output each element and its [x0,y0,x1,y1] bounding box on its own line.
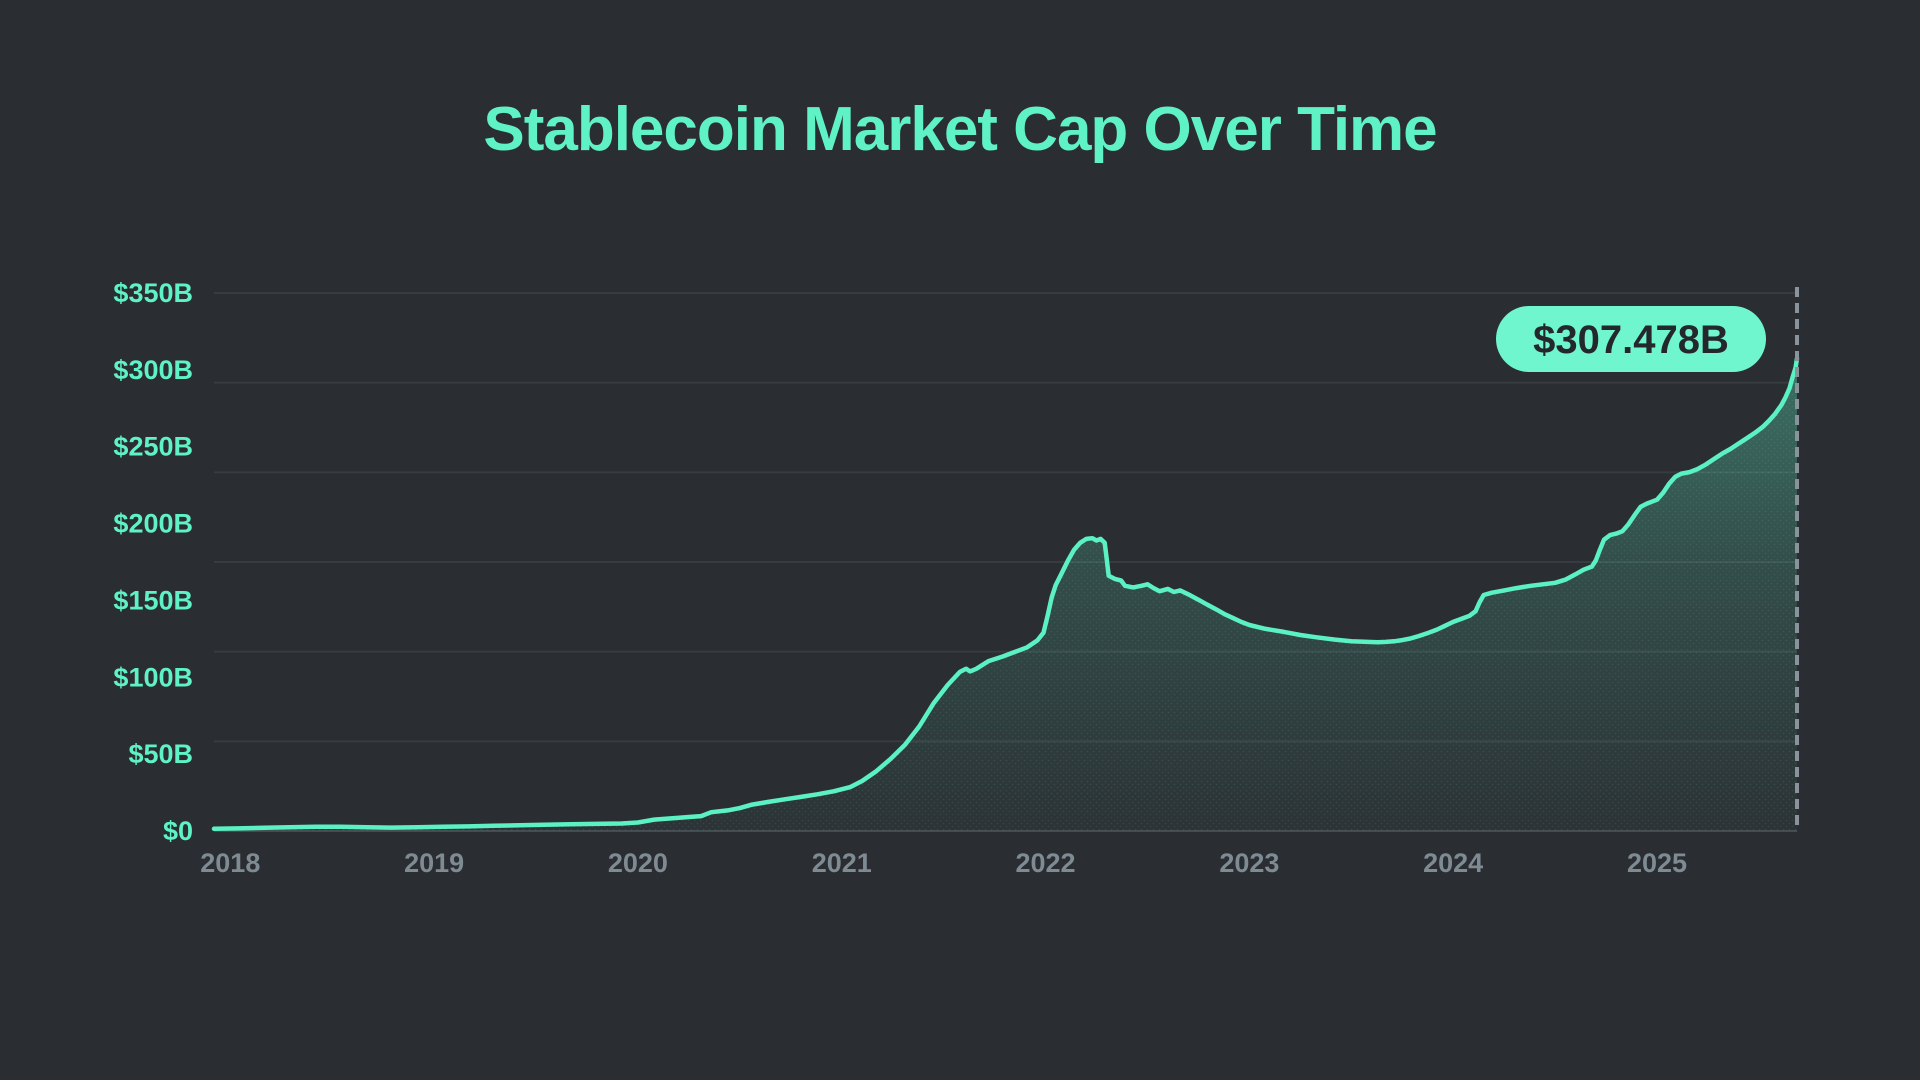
x-tick-label: 2023 [1219,848,1279,878]
current-value-badge-text: $307.478B [1533,318,1729,362]
y-tick-label: $100B [113,662,193,692]
x-tick-label: 2019 [404,848,464,878]
x-tick-label: 2018 [200,848,260,878]
y-tick-label: $350B [113,278,193,308]
chart-title: Stablecoin Market Cap Over Time [483,95,1437,164]
y-tick-label: $150B [113,585,193,615]
y-axis-tick-labels: $350B $300B $250B $200B $150B $100B $50B $0 [113,278,193,846]
y-tick-label: $50B [128,739,193,769]
y-tick-label: $200B [113,509,193,539]
y-tick-label: $0 [163,816,193,846]
x-tick-label: 2022 [1016,848,1076,878]
x-tick-label: 2024 [1423,848,1483,878]
current-value-badge-background [1496,306,1766,372]
y-tick-label: $250B [113,432,193,462]
y-tick-label: $300B [113,355,193,385]
x-tick-label: 2021 [812,848,872,878]
x-axis-tick-labels: 2018 2019 2020 2021 2022 2023 2024 2025 [200,848,1687,878]
x-tick-label: 2025 [1627,848,1687,878]
series-area-dot-texture [214,358,1797,831]
current-value-badge: $307.478B [1496,306,1766,372]
series-line [211,356,1800,832]
x-tick-label: 2020 [608,848,668,878]
